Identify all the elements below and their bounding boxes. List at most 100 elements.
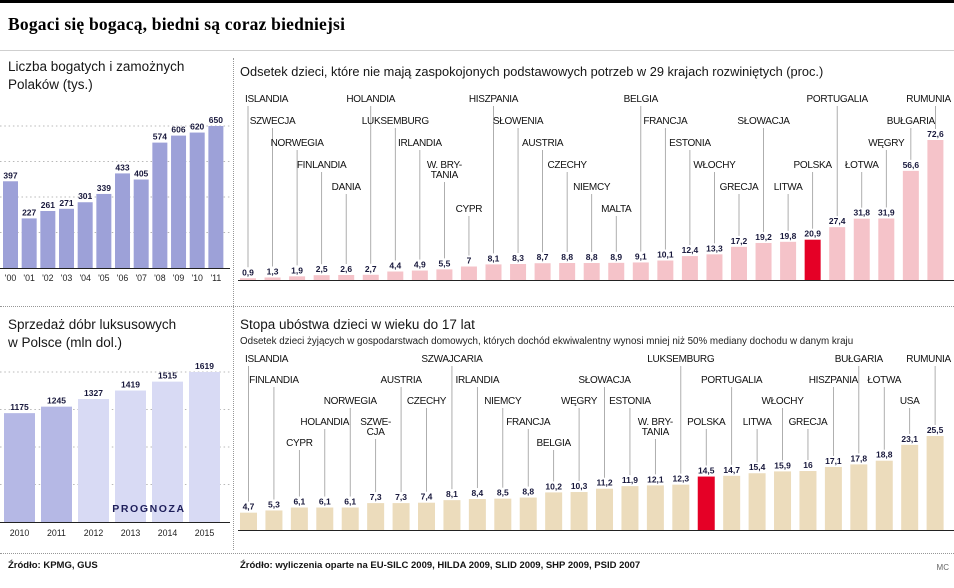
- poverty-title: Stopa ubóstwa dzieci w wieku do 17 lat: [240, 317, 475, 332]
- bar-polska: [697, 476, 715, 530]
- axis-category: '09: [173, 273, 185, 283]
- country-label: RUMUNIA: [906, 94, 951, 105]
- bar-słowacja: [596, 488, 614, 530]
- bar-'11: [208, 126, 224, 268]
- bar-malta: [608, 262, 625, 280]
- country-label: NIEMCY: [484, 396, 522, 407]
- bar-value: 7,4: [421, 492, 433, 502]
- country-label: HOLANDIA: [300, 417, 349, 428]
- bar-value: 2,6: [340, 264, 352, 274]
- bar-islandia: [240, 512, 257, 530]
- bar-value: 17,2: [731, 236, 748, 246]
- country-label: WŁOCHY: [693, 160, 736, 171]
- bar-value: 13,3: [706, 243, 723, 253]
- bar-finlandia: [265, 510, 283, 530]
- country-label: SŁOWACJA: [578, 375, 631, 386]
- bar-irlandia: [411, 270, 428, 280]
- bar-hiszpania: [824, 466, 842, 530]
- bar-węgry: [878, 218, 895, 280]
- bar-bułgaria: [902, 170, 919, 280]
- bar-value: 0,9: [242, 267, 254, 277]
- country-label: BUŁGARIA: [835, 354, 884, 365]
- bar-2010: [4, 413, 35, 522]
- country-label: FINLANDIA: [249, 375, 299, 386]
- bar-value: 261: [41, 200, 55, 210]
- rich-poles-title-line2: Polaków (tys.): [8, 76, 93, 92]
- bar-value: 20,9: [804, 229, 821, 239]
- bar-value: 6,1: [319, 497, 331, 507]
- bar-value: 11,2: [596, 478, 612, 488]
- source-left: Źródło: KPMG, GUS: [8, 560, 98, 571]
- country-label: PORTUGALIA: [807, 94, 869, 105]
- poverty-subtitle: Odsetek dzieci żyjących w gospodarstwach…: [240, 336, 854, 347]
- bar-value: 23,1: [901, 434, 918, 444]
- bar-value: 10,1: [657, 250, 674, 260]
- bar-value: 606: [171, 125, 185, 135]
- country-label: WŁOCHY: [761, 396, 804, 407]
- bar-value: 9,1: [635, 251, 647, 261]
- column-divider: [233, 58, 234, 550]
- luxury-title-line1: Sprzedaż dóbr luksusowych: [8, 317, 177, 332]
- bar-value: 31,9: [878, 207, 895, 217]
- bar-litwa: [780, 241, 797, 280]
- country-label: AUSTRIA: [380, 375, 422, 386]
- bar-value: 18,8: [876, 450, 893, 460]
- bar-value: 11,9: [622, 475, 638, 485]
- country-label: FINLANDIA: [297, 160, 347, 171]
- bar-value: 1515: [158, 371, 177, 381]
- bar-czechy: [559, 263, 576, 280]
- bar-value: 10,2: [545, 481, 562, 491]
- country-label: USA: [900, 396, 920, 407]
- country-label: RUMUNIA: [906, 354, 951, 365]
- bar-value: 17,8: [851, 453, 868, 463]
- bar-norwegia: [289, 276, 306, 280]
- bar-słowacja: [755, 242, 772, 280]
- bar-cypr: [460, 266, 477, 280]
- bar-słowenia: [510, 263, 527, 280]
- country-label: HISZPANIA: [809, 375, 859, 386]
- bar-value: 7,3: [370, 492, 382, 502]
- bar-value: 650: [209, 115, 223, 125]
- bar-'05: [96, 193, 112, 268]
- country-label: FRANCJA: [506, 417, 551, 428]
- bar-austria: [534, 263, 551, 280]
- country-label: HOLANDIA: [346, 94, 395, 105]
- chart-luxury-goods: 1175 2010 1245 2011 1327 2012 1419 2013 1515 2014…: [0, 361, 230, 538]
- country-label: NORWEGIA: [271, 138, 325, 149]
- bar-usa: [901, 444, 919, 530]
- bar-value: 15,9: [774, 460, 791, 470]
- bar-włochy: [774, 471, 792, 530]
- axis-category: 2014: [158, 528, 178, 538]
- bar-irlandia: [468, 499, 486, 530]
- bar-value: 19,8: [780, 231, 797, 241]
- country-label: ESTONIA: [609, 396, 651, 407]
- bar-value: 397: [3, 170, 17, 180]
- bar-hiszpania: [485, 264, 502, 280]
- bar-value: 405: [134, 169, 148, 179]
- axis-category: 2015: [195, 528, 215, 538]
- bar-francja: [519, 497, 537, 530]
- country-label: POLSKA: [687, 417, 726, 428]
- bar-value: 15,4: [749, 462, 766, 472]
- bar-value: 12,3: [673, 474, 690, 484]
- bar-value: 7: [467, 256, 472, 266]
- axis-category: '01: [23, 273, 35, 283]
- bar-value: 14,7: [723, 465, 740, 475]
- axis-category: 2012: [84, 528, 104, 538]
- country-label: CZECHY: [407, 396, 447, 407]
- bar-'10: [189, 132, 205, 268]
- bar-value: 8,8: [522, 487, 534, 497]
- bar-value: 1619: [195, 361, 214, 371]
- bar-polska: [804, 239, 821, 280]
- bar-value: 31,8: [853, 208, 870, 218]
- bar-value: 2,7: [365, 264, 377, 274]
- axis-category: 2010: [10, 528, 30, 538]
- country-label: ISLANDIA: [245, 94, 289, 105]
- bar-value: 8,8: [586, 252, 598, 262]
- bar-value: 8,7: [537, 252, 549, 262]
- credit-initials: MC: [936, 563, 949, 572]
- country-label: IRLANDIA: [398, 138, 442, 149]
- axis-category: '06: [117, 273, 129, 283]
- country-label: ŁOTWA: [845, 160, 879, 171]
